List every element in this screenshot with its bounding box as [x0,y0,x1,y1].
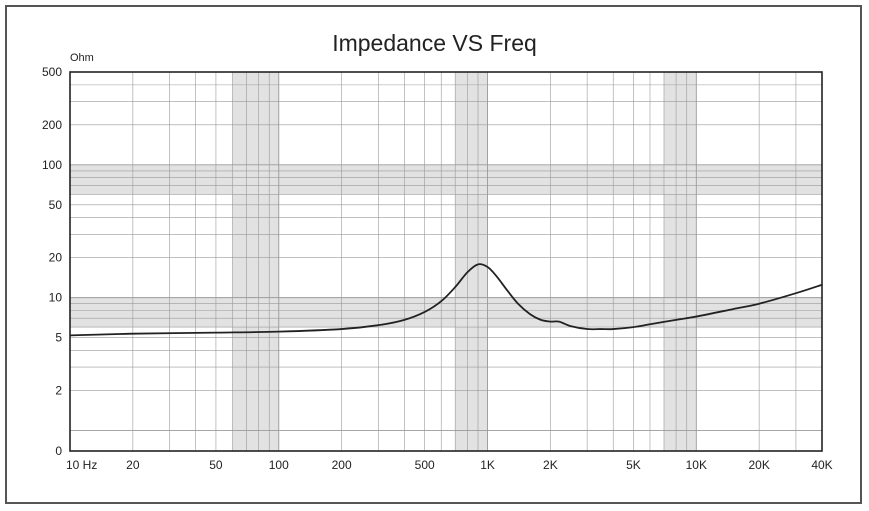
x-tick-label: 20K [748,458,769,472]
x-tick-label: 500 [415,458,435,472]
y-tick-label: 100 [42,158,62,172]
y-tick-label: 2 [55,383,62,397]
y-tick-label: 200 [42,118,62,132]
x-grid-band [663,72,697,451]
x-tick-label: 50 [209,458,223,472]
x-tick-label: 20 [126,458,140,472]
x-tick-label: 5K [626,458,641,472]
x-tick-label: 2K [543,458,558,472]
impedance-curve [69,263,823,337]
x-grid-band [455,72,488,451]
x-tick-label: 200 [332,458,352,472]
y-axis-unit-label: Ohm [70,52,94,64]
x-tick-label: 40K [811,458,832,472]
y-tick-label: 10 [49,291,63,305]
y-tick-label: 20 [49,251,63,265]
x-tick-label: 1K [480,458,495,472]
x-grid-band [232,72,279,451]
x-tick-label: 10K [686,458,707,472]
x-tick-label: 100 [269,458,289,472]
chart-title: Impedance VS Freq [332,30,537,56]
y-grid-band [70,297,822,328]
y-tick-label: 500 [42,65,62,79]
chart-frame [5,5,862,504]
y-tick-label: 5 [55,331,62,345]
y-grid-band [70,164,822,195]
y-tick-label: 0 [55,444,62,458]
y-tick-label: 50 [49,198,63,212]
plot-area-border [69,71,823,452]
x-tick-label: 10 Hz [66,458,97,472]
